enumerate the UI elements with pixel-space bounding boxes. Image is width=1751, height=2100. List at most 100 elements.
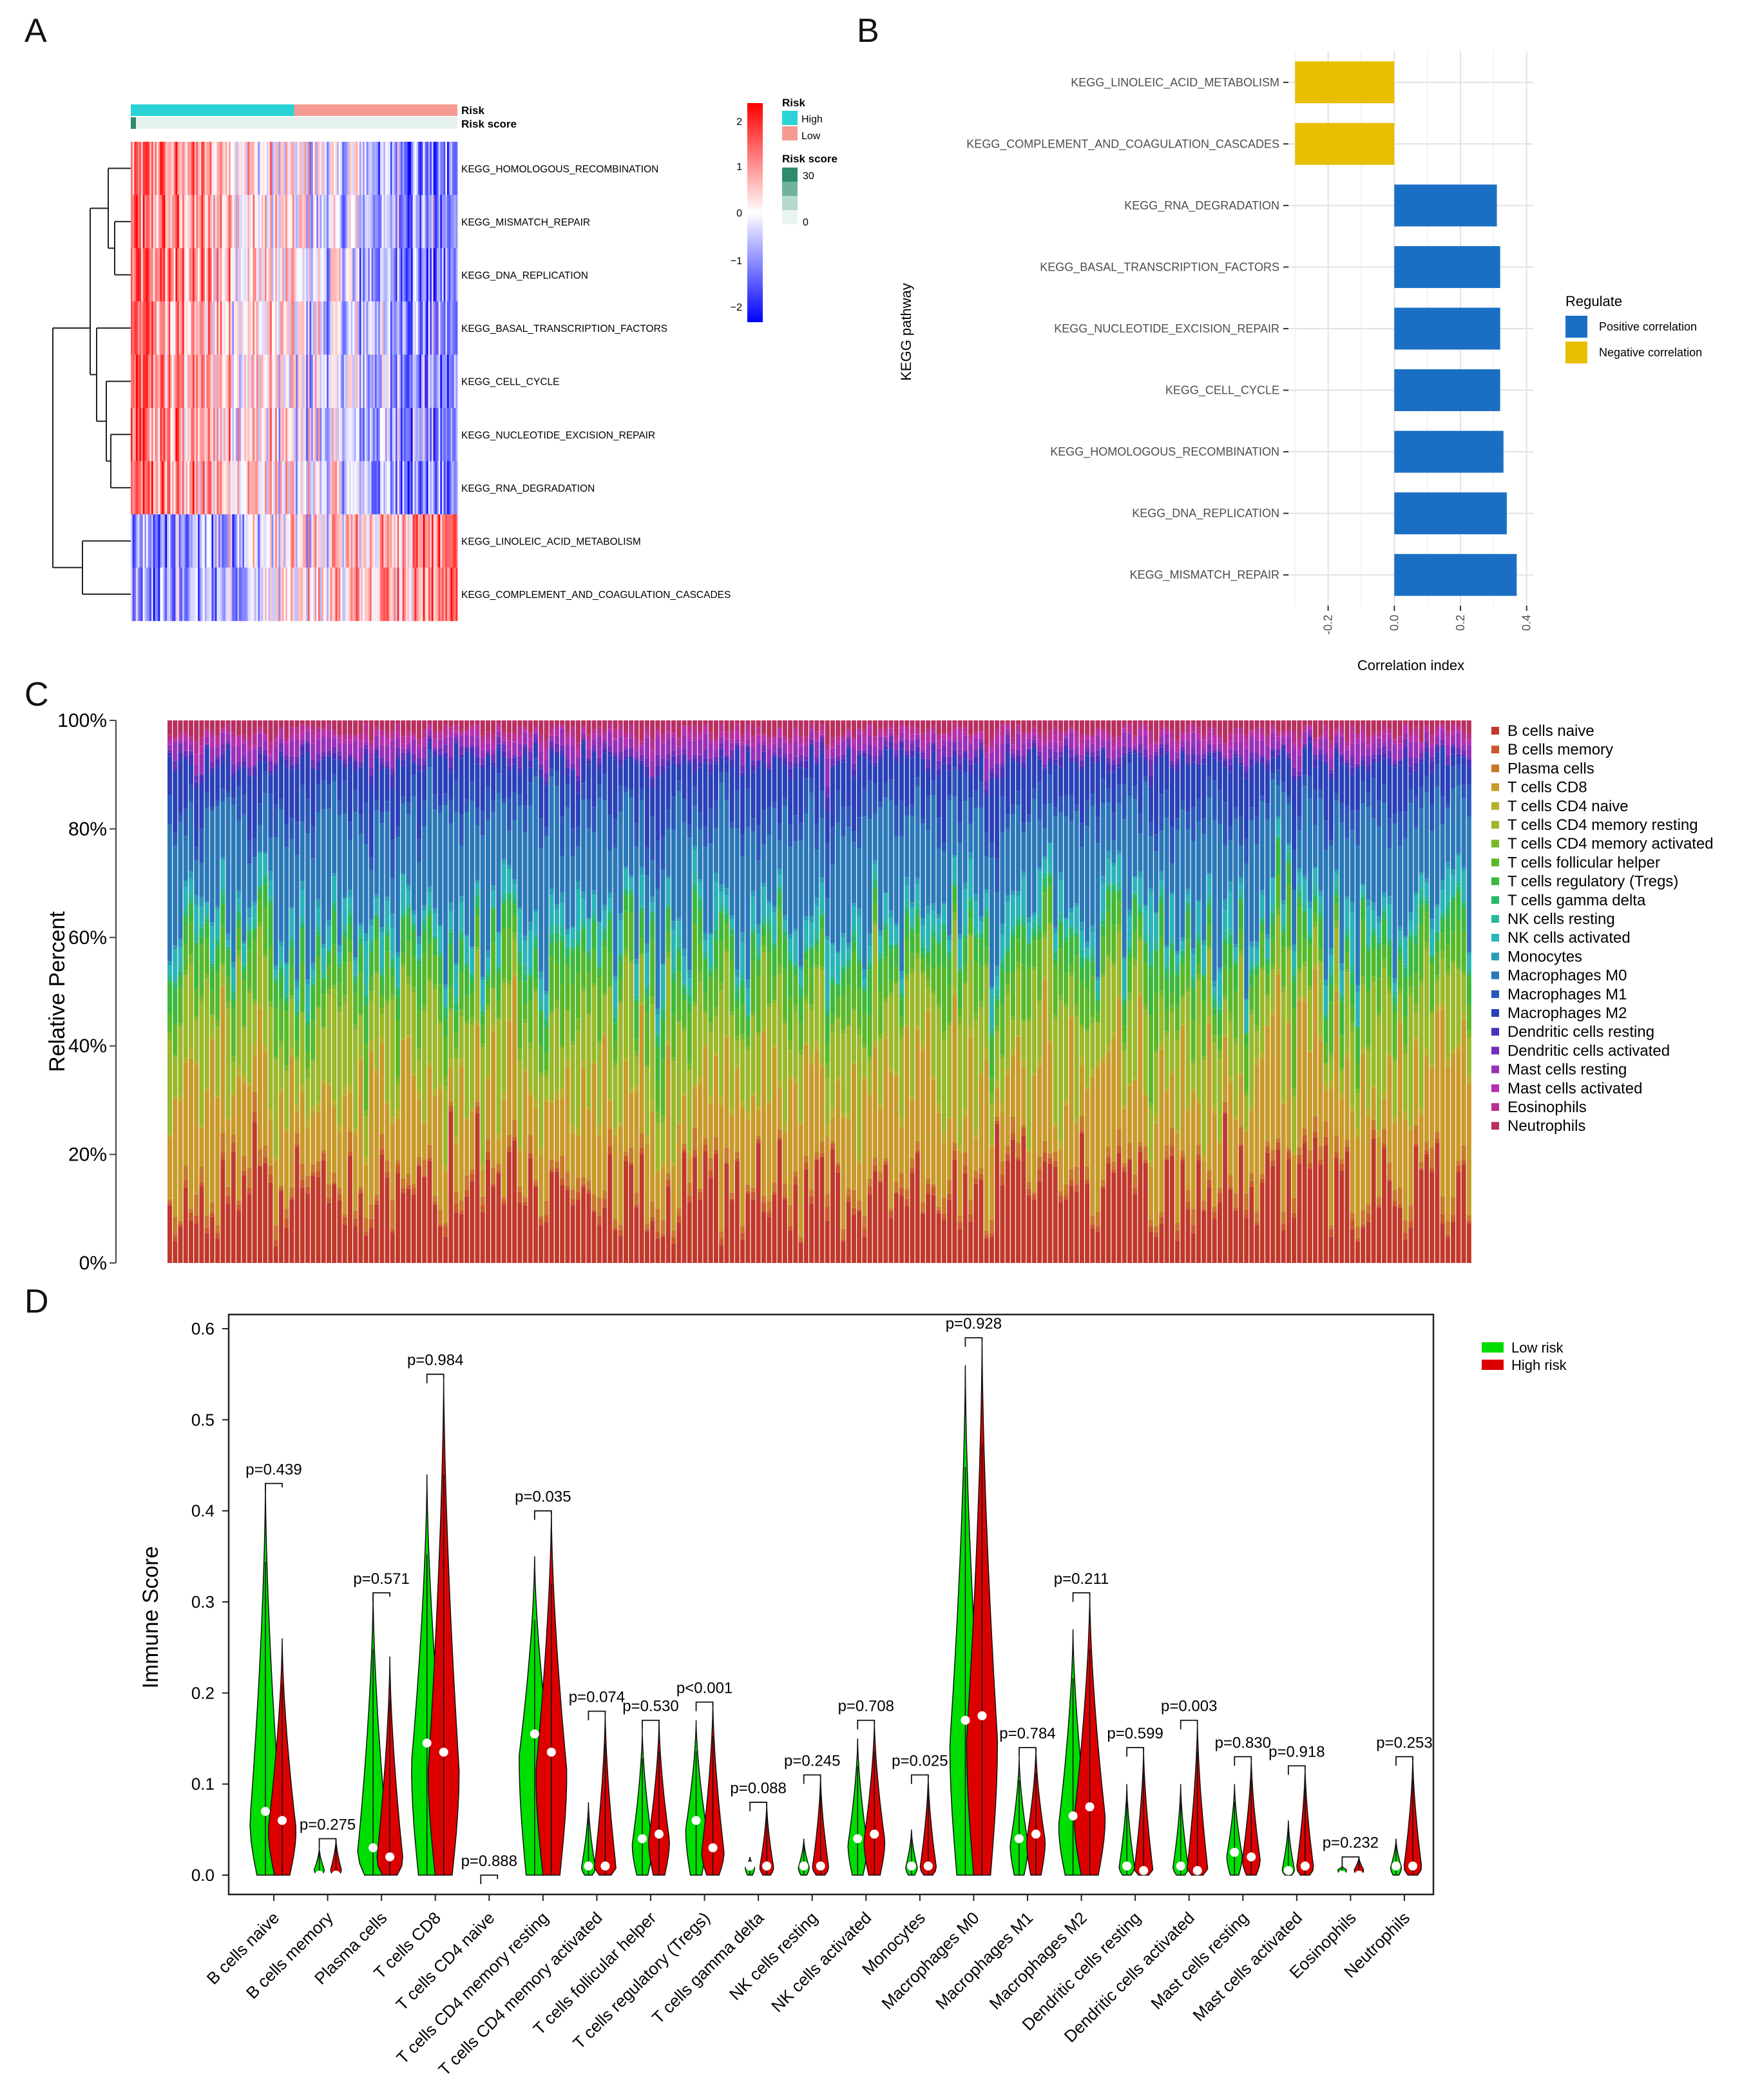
stacked-segment (236, 768, 242, 770)
stacked-segment (300, 743, 305, 746)
stacked-segment (586, 1014, 591, 1108)
stacked-segment (1292, 849, 1297, 890)
stacked-segment (947, 985, 952, 1023)
stacked-segment (1058, 813, 1064, 872)
stacked-segment (857, 916, 862, 950)
stacked-segment (1085, 987, 1090, 1030)
stacked-segment (437, 755, 443, 807)
stacked-segment (931, 795, 936, 904)
stacked-segment (1307, 940, 1312, 946)
stacked-segment (570, 925, 575, 929)
stacked-segment (724, 739, 729, 756)
stacked-segment (1154, 751, 1159, 756)
stacked-segment (1095, 1021, 1100, 1024)
stacked-segment (1238, 728, 1243, 735)
stacked-segment (395, 997, 401, 1021)
stacked-segment (300, 1179, 305, 1188)
stacked-segment (332, 873, 337, 876)
stacked-segment (512, 972, 517, 977)
stacked-segment (326, 1202, 332, 1263)
stacked-segment (676, 1122, 682, 1124)
stacked-segment (920, 925, 925, 939)
stacked-segment (385, 720, 390, 733)
stacked-segment (1244, 999, 1249, 1001)
stacked-segment (1180, 995, 1185, 999)
stacked-segment (745, 1112, 751, 1119)
stacked-segment (660, 1008, 665, 1020)
stacked-segment (1106, 757, 1111, 764)
stacked-segment (867, 958, 872, 965)
stacked-segment (973, 735, 979, 738)
stacked-segment (422, 930, 427, 954)
stacked-segment (920, 947, 925, 954)
stacked-segment (1053, 933, 1058, 949)
stacked-segment (300, 739, 305, 744)
stacked-segment (665, 829, 671, 877)
stacked-segment (825, 796, 830, 812)
stacked-segment (957, 720, 962, 727)
stacked-segment (332, 735, 337, 738)
stacked-segment (846, 1201, 851, 1263)
stacked-segment (995, 1120, 1000, 1124)
stacked-segment (1064, 937, 1069, 941)
stacked-segment (533, 949, 539, 979)
stacked-segment (1048, 1153, 1053, 1158)
stacked-segment (703, 1045, 708, 1047)
stacked-segment (1244, 1218, 1249, 1263)
stacked-segment (777, 720, 782, 728)
stacked-segment (1276, 736, 1281, 741)
stacked-segment (623, 894, 629, 912)
stacked-segment (751, 1016, 756, 1093)
stacked-segment (793, 734, 798, 741)
stacked-segment (167, 740, 173, 745)
stacked-segment (618, 1224, 623, 1230)
stacked-segment (1223, 767, 1228, 802)
stacked-segment (470, 1025, 475, 1108)
stacked-segment (528, 930, 533, 968)
stacked-segment (888, 918, 894, 943)
stacked-segment (231, 1092, 236, 1095)
stacked-segment (385, 1177, 390, 1263)
stacked-segment (1159, 744, 1164, 747)
stacked-segment (591, 807, 597, 833)
stacked-segment (1053, 807, 1058, 817)
stacked-segment (1058, 756, 1064, 767)
stacked-segment (252, 999, 257, 1003)
stacked-segment (1116, 932, 1122, 997)
stacked-segment (273, 979, 278, 983)
stacked-segment (437, 950, 443, 954)
stacked-segment (1116, 854, 1122, 882)
stacked-segment (332, 944, 337, 986)
stacked-segment (1111, 749, 1116, 760)
y-tick-label: 40% (68, 1036, 107, 1057)
stacked-segment (872, 783, 877, 814)
stacked-segment (729, 731, 734, 740)
stacked-segment (904, 1206, 910, 1263)
stacked-segment (687, 740, 692, 760)
stacked-segment (209, 811, 215, 923)
stacked-segment (655, 1015, 660, 1031)
stacked-segment (268, 947, 273, 1002)
stacked-segment (1286, 760, 1291, 796)
stacked-segment (1217, 749, 1222, 752)
stacked-segment (1053, 734, 1058, 742)
stacked-segment (1010, 891, 1015, 896)
stacked-segment (936, 1206, 941, 1210)
stacked-segment (326, 1197, 332, 1203)
stacked-segment (1185, 1190, 1191, 1202)
stacked-segment (395, 988, 401, 997)
heatmap-row-labels: KEGG_HOMOLOGOUS_RECOMBINATIONKEGG_MISMAT… (461, 164, 731, 601)
stacked-segment (1106, 911, 1111, 955)
stacked-segment (448, 1106, 454, 1112)
stacked-segment (597, 764, 602, 769)
stacked-segment (894, 984, 899, 1074)
stacked-segment (671, 1162, 676, 1167)
stacked-segment (1297, 890, 1302, 899)
stacked-segment (634, 1057, 639, 1086)
stacked-segment (231, 746, 236, 764)
stacked-segment (665, 1045, 671, 1173)
stacked-segment (363, 720, 368, 724)
stacked-segment (544, 1222, 549, 1263)
stacked-segment (1180, 734, 1185, 740)
stacked-segment (1005, 729, 1010, 735)
